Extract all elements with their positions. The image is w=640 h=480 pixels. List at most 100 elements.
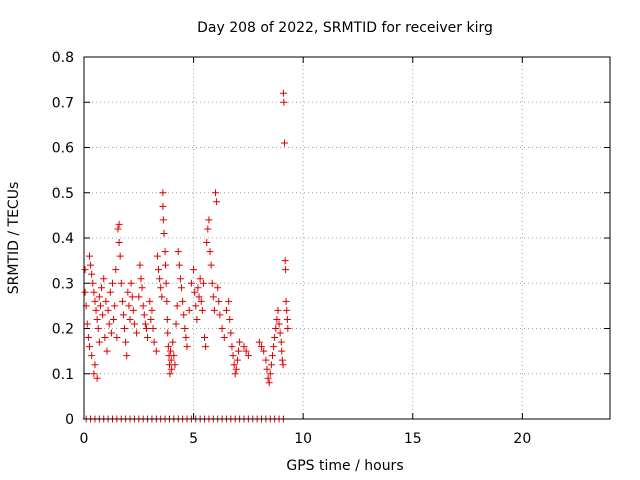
data-point <box>113 334 121 342</box>
data-point <box>162 279 170 287</box>
data-point <box>185 306 193 314</box>
data-point <box>133 329 141 337</box>
data-point <box>168 365 176 373</box>
data-point <box>206 248 214 256</box>
data-point <box>190 266 198 274</box>
data-point <box>199 279 207 287</box>
y-axis-label: SRMTID / TECUs <box>6 182 22 295</box>
data-point <box>208 279 216 287</box>
data-point <box>92 306 100 314</box>
y-tick-label: 0 <box>65 412 74 428</box>
x-tick-label: 5 <box>189 431 198 447</box>
data-point <box>202 343 210 351</box>
data-point <box>271 334 279 342</box>
data-point <box>125 302 133 310</box>
data-point <box>96 302 104 310</box>
data-point <box>102 297 110 305</box>
data-point <box>232 365 240 373</box>
data-point <box>209 293 217 301</box>
y-tick-label: 0.7 <box>52 95 74 111</box>
data-point <box>112 266 120 274</box>
data-point <box>230 361 238 369</box>
data-point <box>142 325 150 332</box>
data-point <box>164 343 172 351</box>
data-point <box>83 320 91 328</box>
data-point <box>159 202 167 210</box>
data-point <box>278 347 286 355</box>
data-point <box>136 261 144 269</box>
data-point <box>260 347 268 355</box>
data-point <box>282 266 290 274</box>
data-point <box>88 270 96 278</box>
data-point <box>161 248 169 256</box>
data-point <box>281 257 289 265</box>
data-point <box>204 225 212 233</box>
data-point <box>118 297 126 305</box>
data-point <box>146 297 154 305</box>
y-tick-label: 0.5 <box>52 186 74 202</box>
chart-title: Day 208 of 2022, SRMTID for receiver kir… <box>197 20 493 36</box>
data-point <box>160 229 168 237</box>
data-point <box>218 325 226 332</box>
data-point <box>105 320 113 328</box>
data-point <box>182 334 190 342</box>
data-point <box>164 329 172 337</box>
plot-frame <box>83 56 611 420</box>
data-point <box>216 311 224 319</box>
data-point <box>222 306 230 314</box>
data-point <box>108 279 116 287</box>
data-point <box>176 275 184 283</box>
y-tick-label: 0.1 <box>52 367 74 383</box>
data-point <box>104 306 112 314</box>
data-point <box>163 297 171 305</box>
data-point <box>178 284 186 292</box>
data-point <box>119 311 127 319</box>
data-point <box>116 252 124 260</box>
data-point <box>152 347 160 355</box>
data-point <box>93 374 101 382</box>
data-point <box>193 315 201 323</box>
data-point <box>138 284 146 292</box>
data-point <box>226 315 234 323</box>
data-point <box>196 275 204 283</box>
data-point <box>115 220 123 228</box>
data-point <box>282 297 290 305</box>
data-point <box>158 293 166 301</box>
data-point <box>233 356 241 364</box>
data-point <box>198 306 206 314</box>
data-point <box>117 279 125 287</box>
data-point <box>266 370 274 378</box>
data-point <box>187 279 195 287</box>
data-point <box>95 293 103 301</box>
data-point <box>273 315 281 323</box>
data-point <box>197 297 205 305</box>
data-point <box>159 216 167 224</box>
data-point <box>91 361 99 369</box>
data-point <box>212 189 219 197</box>
data-point <box>215 297 223 305</box>
data-point <box>107 329 115 337</box>
data-point <box>84 334 92 342</box>
data-point <box>207 261 215 269</box>
data-point <box>95 338 103 346</box>
data-point <box>123 352 131 360</box>
data-point <box>225 297 233 305</box>
data-point <box>91 297 99 305</box>
x-tick-label: 15 <box>404 431 422 447</box>
data-point <box>150 338 158 346</box>
data-point <box>124 288 132 296</box>
data-point <box>279 89 287 97</box>
data-point <box>87 261 95 269</box>
data-point <box>93 315 101 323</box>
y-tick-label: 0.4 <box>52 231 74 247</box>
data-point <box>155 266 163 274</box>
data-point <box>153 252 161 260</box>
data-point <box>144 334 152 342</box>
data-point <box>281 139 289 147</box>
data-point <box>181 325 189 332</box>
data-point <box>283 306 291 314</box>
data-point <box>122 338 130 346</box>
data-point <box>85 252 93 260</box>
data-point <box>227 329 235 337</box>
